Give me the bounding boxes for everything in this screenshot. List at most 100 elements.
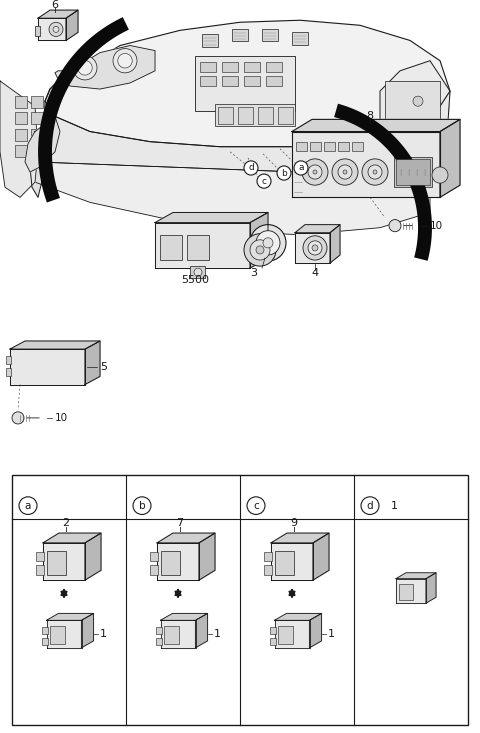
Circle shape — [308, 241, 322, 255]
Bar — [195, 56, 295, 111]
Polygon shape — [440, 119, 460, 197]
Polygon shape — [160, 620, 195, 648]
Text: 4: 4 — [312, 268, 319, 279]
Circle shape — [294, 161, 308, 175]
Polygon shape — [85, 341, 100, 385]
Polygon shape — [195, 614, 207, 648]
Polygon shape — [47, 620, 82, 648]
Bar — [190, 266, 205, 279]
Circle shape — [49, 22, 63, 37]
Text: 5: 5 — [100, 362, 107, 372]
Bar — [200, 62, 216, 72]
Bar — [15, 96, 27, 108]
Polygon shape — [380, 61, 450, 167]
Bar — [277, 626, 293, 644]
Circle shape — [12, 412, 24, 424]
Circle shape — [338, 165, 352, 179]
Bar — [324, 141, 335, 151]
Bar — [156, 638, 161, 645]
Circle shape — [257, 174, 271, 188]
Bar — [49, 626, 65, 644]
Text: c: c — [253, 501, 259, 511]
Polygon shape — [0, 81, 38, 197]
Bar — [218, 107, 233, 125]
Polygon shape — [310, 614, 322, 648]
Polygon shape — [250, 213, 268, 268]
Polygon shape — [85, 533, 101, 580]
Bar — [41, 638, 48, 645]
Bar — [31, 128, 43, 141]
Polygon shape — [271, 533, 329, 543]
Polygon shape — [155, 223, 250, 268]
Bar — [278, 107, 293, 125]
Text: |: | — [399, 169, 401, 175]
Polygon shape — [25, 117, 60, 172]
Polygon shape — [157, 533, 215, 543]
Polygon shape — [38, 18, 66, 40]
Bar — [36, 565, 44, 575]
Bar — [6, 368, 11, 377]
Text: 3: 3 — [251, 268, 257, 279]
Polygon shape — [199, 533, 215, 580]
Circle shape — [244, 161, 258, 175]
Circle shape — [413, 96, 423, 106]
Polygon shape — [396, 578, 426, 603]
Circle shape — [250, 224, 286, 261]
Polygon shape — [43, 543, 85, 580]
Polygon shape — [155, 213, 268, 223]
Bar — [36, 552, 44, 561]
Circle shape — [332, 159, 358, 185]
Text: d: d — [367, 501, 373, 511]
Circle shape — [118, 54, 132, 68]
Text: 1: 1 — [214, 629, 220, 639]
Polygon shape — [426, 572, 436, 603]
Circle shape — [373, 170, 377, 174]
Bar — [396, 159, 430, 185]
Bar — [275, 551, 294, 575]
Bar — [269, 627, 276, 634]
Circle shape — [302, 159, 328, 185]
Circle shape — [19, 497, 37, 515]
Bar — [200, 76, 216, 86]
Polygon shape — [396, 572, 436, 578]
Bar — [266, 76, 282, 86]
Circle shape — [308, 165, 322, 179]
Bar — [292, 32, 308, 45]
Bar — [266, 62, 282, 72]
Circle shape — [432, 167, 448, 183]
Bar — [31, 96, 43, 108]
Bar — [202, 34, 218, 47]
Bar — [15, 112, 27, 125]
Bar — [31, 144, 43, 157]
Text: b: b — [139, 501, 145, 511]
Polygon shape — [35, 91, 450, 177]
Bar — [41, 627, 48, 634]
Polygon shape — [275, 620, 310, 648]
Text: d: d — [248, 163, 254, 172]
Bar — [6, 356, 11, 364]
Bar — [262, 29, 278, 42]
Text: 10: 10 — [55, 413, 68, 423]
Polygon shape — [10, 341, 100, 349]
Bar — [238, 107, 253, 125]
Text: a: a — [25, 501, 31, 511]
Text: c: c — [262, 177, 266, 185]
Text: 1: 1 — [327, 629, 335, 639]
Bar — [222, 76, 238, 86]
Polygon shape — [313, 533, 329, 580]
Circle shape — [256, 246, 264, 254]
Polygon shape — [43, 533, 101, 543]
Circle shape — [247, 497, 265, 515]
Bar — [264, 552, 272, 561]
Circle shape — [362, 159, 388, 185]
Text: 7: 7 — [177, 518, 183, 528]
Polygon shape — [30, 81, 60, 197]
Polygon shape — [47, 614, 94, 620]
Polygon shape — [160, 614, 207, 620]
Bar — [35, 26, 40, 37]
Bar — [31, 112, 43, 125]
Bar — [150, 565, 158, 575]
Polygon shape — [330, 224, 340, 263]
Bar — [47, 551, 66, 575]
Polygon shape — [271, 543, 313, 580]
